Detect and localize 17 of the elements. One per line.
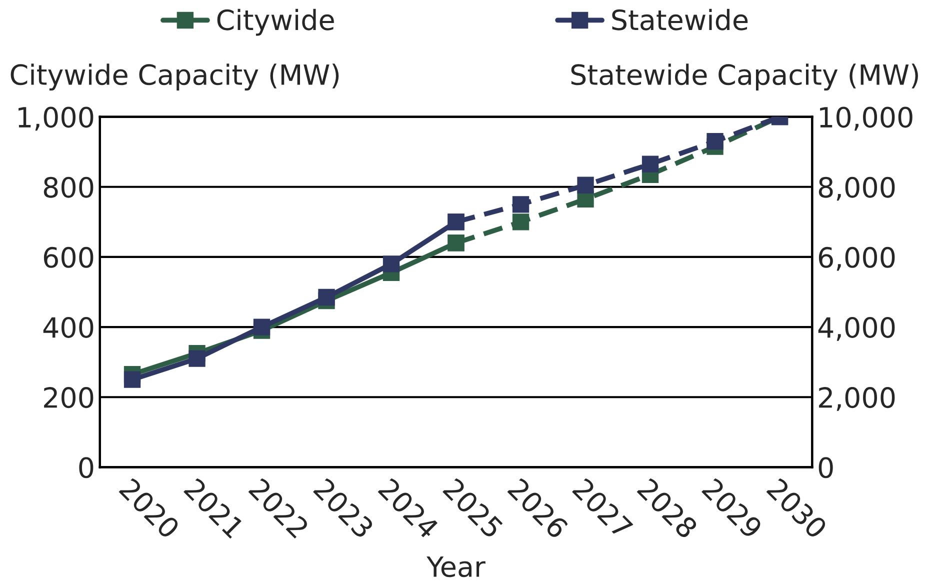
y-tick-label: 600 — [44, 246, 94, 268]
y2-axis-title: Statewide Capacity (MW) — [571, 64, 918, 91]
y2-tick-label: 2,000 — [819, 387, 895, 411]
x-axis-title: Year — [426, 556, 486, 578]
y2-tick-label: 0 — [818, 457, 833, 478]
y-tick-label: 800 — [44, 176, 94, 198]
y2-tick-label: 8,000 — [818, 176, 895, 201]
y2-tick-label: 10,000 — [820, 106, 912, 131]
y-tick-label: 200 — [44, 387, 94, 408]
y-tick-label: 400 — [43, 316, 94, 338]
y-tick-label: 0 — [79, 457, 94, 478]
y2-tick-label: 4,000 — [818, 316, 895, 341]
y2-tick-label: 6,000 — [818, 246, 895, 271]
legend-label: Citywide — [217, 8, 334, 36]
y-axis-title: Citywide Capacity (MW) — [10, 64, 339, 91]
y-tick-label: 1,000 — [18, 106, 94, 131]
legend-label: Statewide — [612, 8, 748, 30]
